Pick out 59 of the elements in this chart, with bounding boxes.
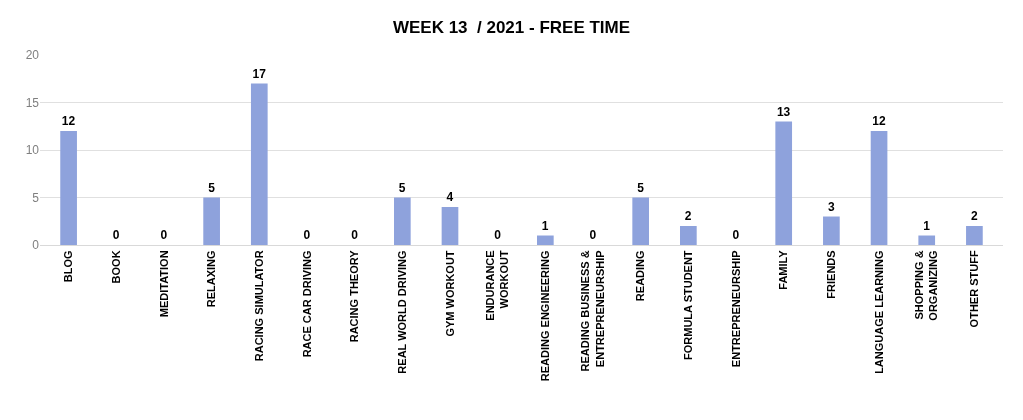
x-tick-label: READING <box>634 250 647 302</box>
data-label: 2 <box>970 209 978 223</box>
x-tick-label: BLOG <box>62 250 75 283</box>
x-tick-label: RACING SIMULATOR <box>252 250 265 362</box>
bar <box>918 235 936 245</box>
data-label: 0 <box>589 228 597 242</box>
y-tick-label: 10 <box>25 143 40 158</box>
data-label: 0 <box>112 228 120 242</box>
x-tick-label: RACING THEORY <box>348 249 361 343</box>
data-label: 0 <box>732 228 740 242</box>
bar <box>536 235 554 245</box>
bar <box>966 226 983 245</box>
y-tick-label: 0 <box>32 238 40 253</box>
bar <box>632 197 650 245</box>
y-tick-label: 20 <box>25 48 40 63</box>
data-label: 0 <box>160 228 168 242</box>
data-label: 1 <box>541 218 549 233</box>
bar <box>775 121 793 245</box>
data-label: 4 <box>446 190 454 204</box>
x-tick-label: SHOPPING & ORGANIZING <box>913 250 940 321</box>
x-tick-label: FRIENDS <box>824 250 837 299</box>
data-label: 0 <box>351 228 359 242</box>
x-tick-label: OTHER STUFF <box>967 250 980 328</box>
x-tick-label: MEDITATION <box>157 250 170 318</box>
x-tick-label: GYM WORKOUT <box>443 250 456 337</box>
data-label: 13 <box>776 104 791 119</box>
x-tick-label: ENTREPRENEURSHIP <box>729 250 742 368</box>
chart-title: WEEK 13 / 2021 - FREE TIME <box>392 17 631 37</box>
data-label: 12 <box>61 114 76 128</box>
data-label: 5 <box>208 180 216 195</box>
x-tick-label: REAL WORLD DRIVING <box>395 250 408 374</box>
bar <box>870 131 888 245</box>
y-tick-label: 15 <box>25 95 40 110</box>
data-label: 1 <box>923 218 931 233</box>
data-label: 3 <box>827 199 835 214</box>
bar <box>441 207 459 245</box>
x-tick-label: RELAXING <box>205 250 218 308</box>
bar <box>60 131 77 245</box>
bar <box>823 216 840 245</box>
data-label: 5 <box>637 180 645 195</box>
x-tick-label: RACE CAR DRIVING <box>300 250 313 358</box>
bar <box>203 197 220 245</box>
bar <box>250 83 268 245</box>
x-tick-label: READING BUSINESS & ENTREPRENEURSHIP <box>579 250 606 372</box>
data-label: 2 <box>684 209 692 223</box>
data-label: 0 <box>494 228 502 242</box>
y-tick-label: 5 <box>32 190 40 205</box>
bar <box>680 226 697 245</box>
bar <box>393 197 411 245</box>
x-tick-label: FAMILY <box>777 249 790 290</box>
x-tick-label: READING ENGINEERING <box>538 250 551 382</box>
data-label: 17 <box>252 66 267 81</box>
data-label: 0 <box>303 228 311 242</box>
x-tick-label: FORMULA STUDENT <box>681 250 694 360</box>
x-tick-label: BOOK <box>109 250 122 284</box>
data-label: 12 <box>872 114 886 128</box>
x-tick-label: ENDURANCE WORKOUT <box>484 250 511 321</box>
x-tick-label: LANGUAGE LEARNING <box>872 250 885 374</box>
data-label: 5 <box>398 180 406 195</box>
